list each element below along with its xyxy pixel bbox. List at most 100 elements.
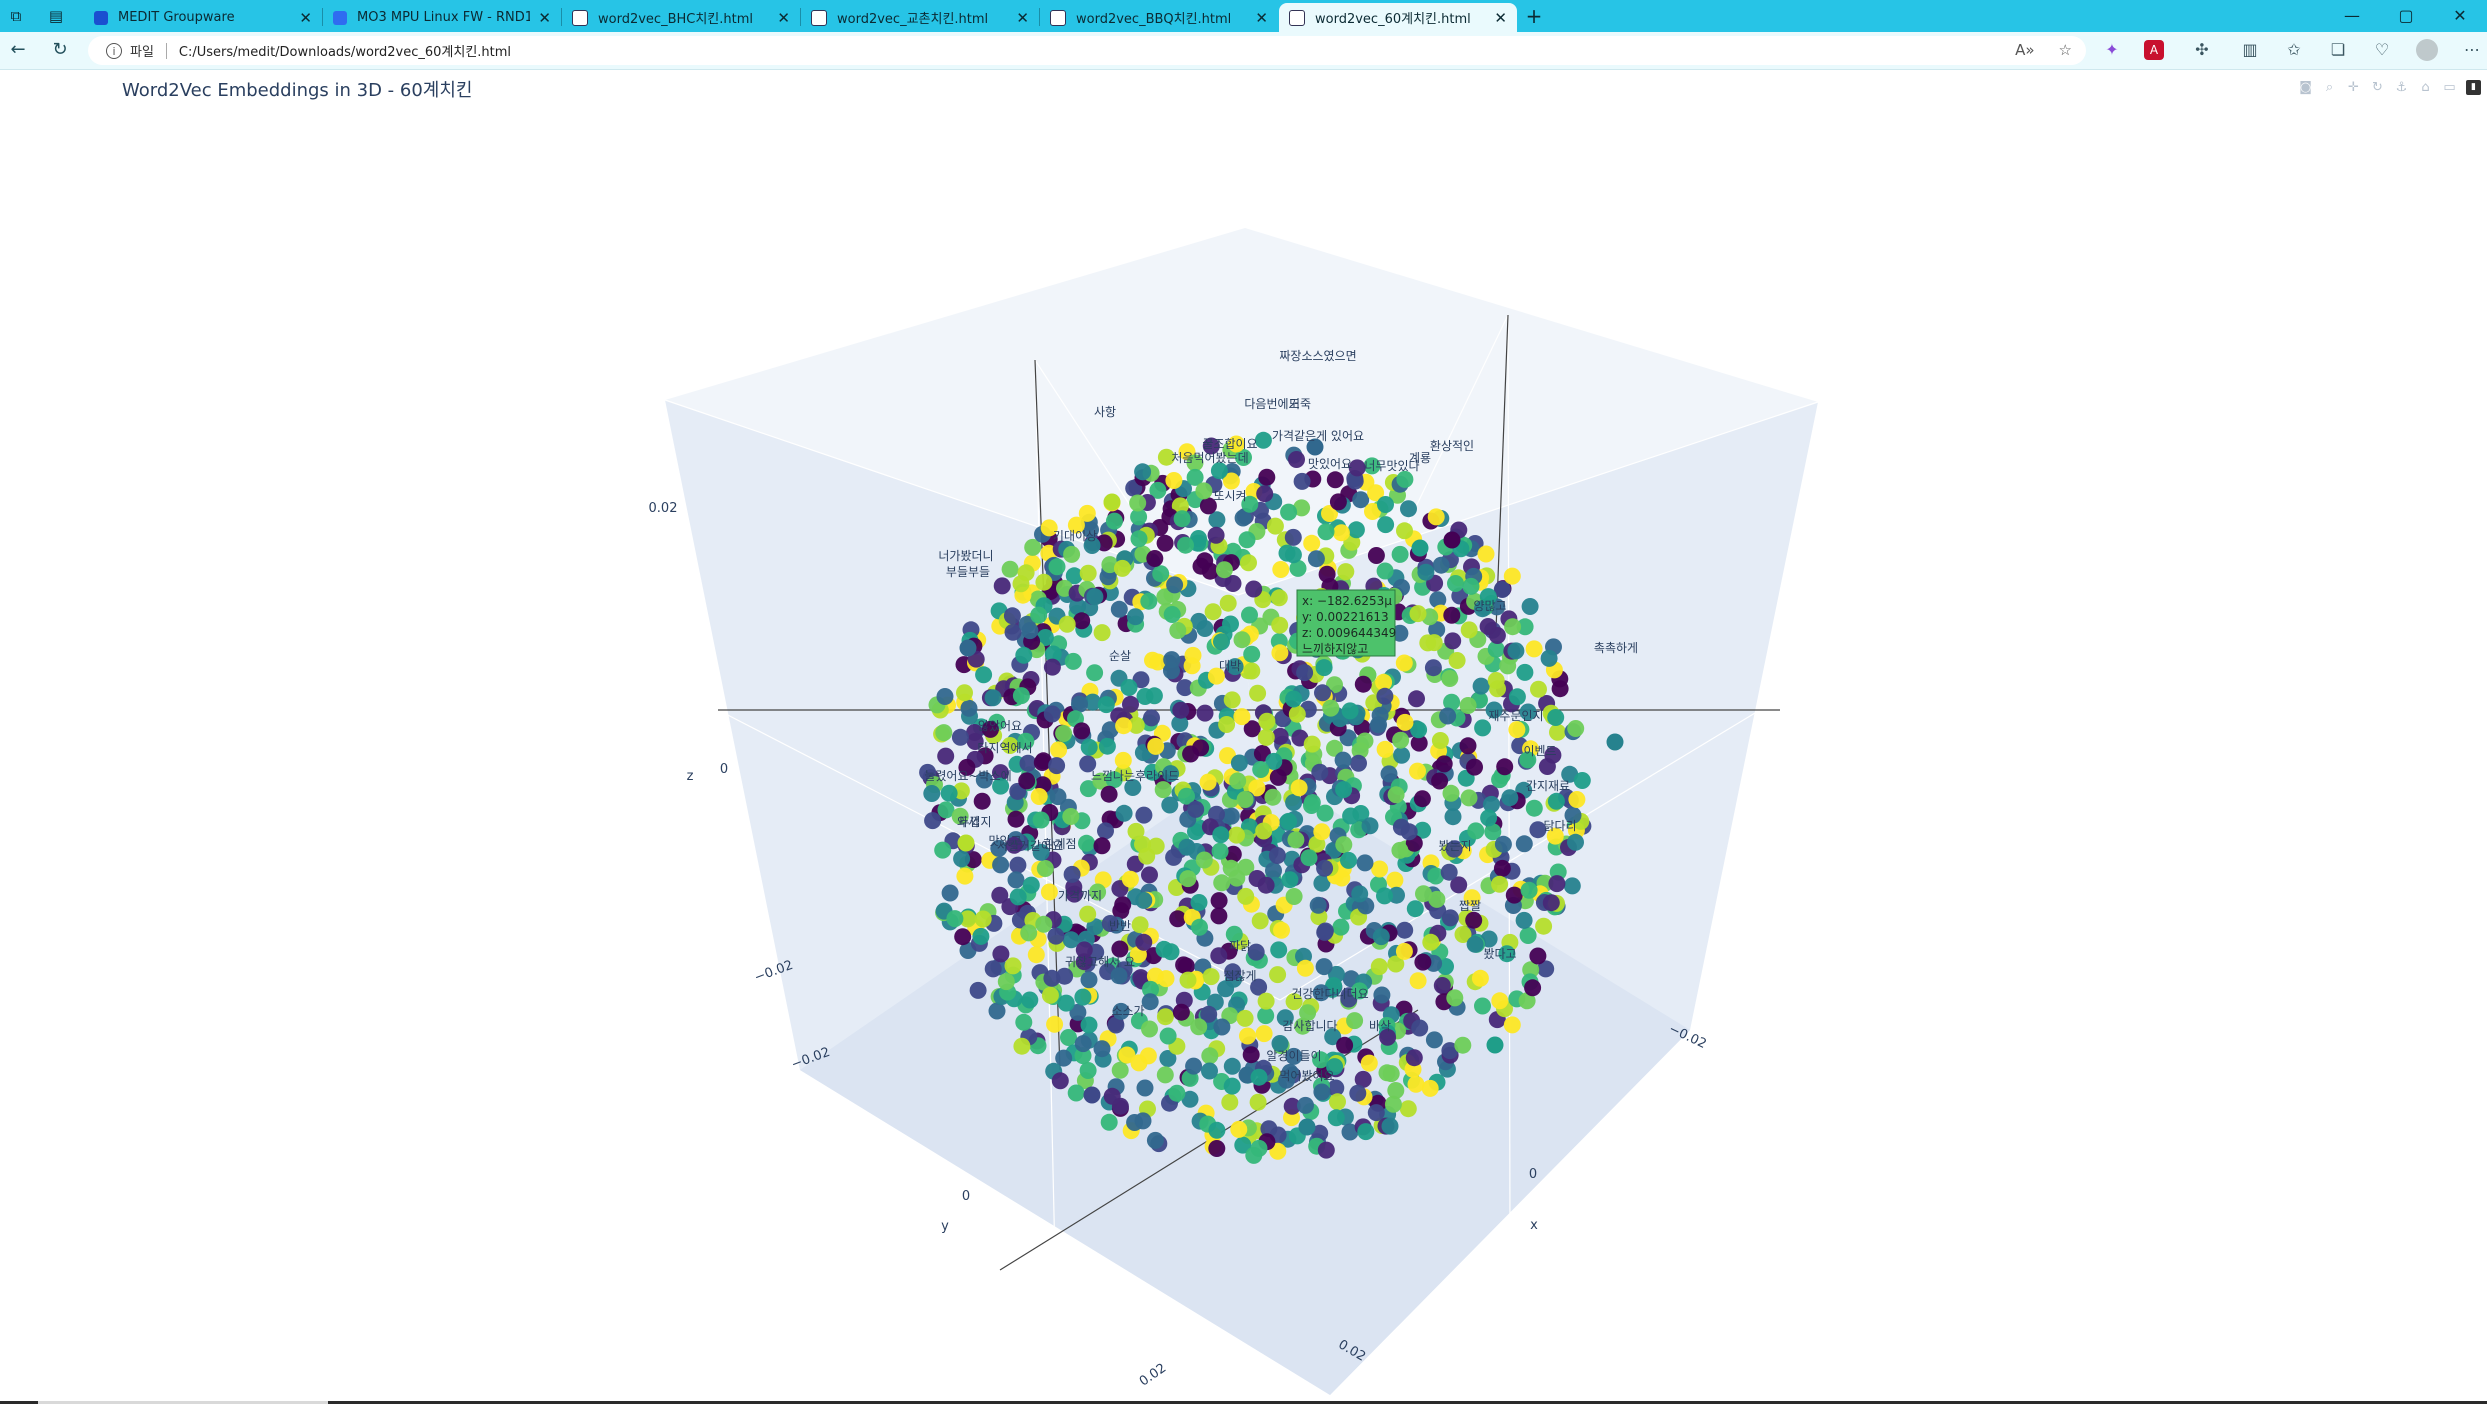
data-point xyxy=(1311,1124,1329,1142)
data-point xyxy=(1448,652,1466,669)
back-icon[interactable]: ← xyxy=(10,39,26,60)
data-point xyxy=(1236,791,1254,808)
tab-5-active[interactable]: word2vec_60계치킨.html ✕ xyxy=(1279,3,1517,32)
data-point xyxy=(1548,875,1566,893)
data-point xyxy=(1396,470,1414,488)
data-point xyxy=(1191,918,1208,936)
data-point xyxy=(1547,709,1565,726)
maximize-icon[interactable]: ▢ xyxy=(2398,6,2414,25)
data-point xyxy=(1379,1028,1397,1046)
data-point xyxy=(1115,804,1133,822)
data-point xyxy=(1376,687,1394,705)
data-point xyxy=(946,910,964,928)
camera-icon[interactable]: ◙ xyxy=(2299,80,2312,95)
data-point xyxy=(1022,876,1040,894)
data-point xyxy=(1411,1019,1429,1037)
refresh-icon[interactable]: ↻ xyxy=(52,39,68,60)
profile-avatar[interactable] xyxy=(2416,39,2438,61)
read-aloud-icon[interactable]: A» xyxy=(2015,41,2035,59)
workspaces-icon[interactable]: ⧉ xyxy=(10,7,22,25)
pan-icon[interactable]: ✛ xyxy=(2348,80,2359,95)
data-point xyxy=(1176,679,1194,697)
turntable-icon[interactable]: ⚓ xyxy=(2395,80,2408,95)
tab-close-icon[interactable]: ✕ xyxy=(777,8,790,27)
data-point xyxy=(1157,970,1175,988)
hover-icon[interactable]: ▭ xyxy=(2443,80,2456,95)
tab-3[interactable]: word2vec_교촌치킨.html ✕ xyxy=(801,3,1039,32)
data-point xyxy=(1069,598,1087,616)
data-point xyxy=(1254,431,1272,449)
orbit-icon[interactable]: ↻ xyxy=(2372,80,2383,95)
pdf-extension-icon[interactable]: A xyxy=(2144,40,2164,60)
point-label: 짜장소스였으면 xyxy=(1279,349,1356,363)
data-point xyxy=(1371,860,1389,878)
data-point xyxy=(1154,781,1172,799)
tab-favicon-icon xyxy=(811,9,827,26)
axis-panes xyxy=(665,228,1818,1395)
url-field[interactable]: i 파일 C:/Users/medit/Downloads/word2vec_6… xyxy=(88,36,2086,65)
tab-title: MEDIT Groupware xyxy=(118,10,235,25)
point-label: 먹어봤어요 xyxy=(1279,1069,1334,1083)
tab-close-icon[interactable]: ✕ xyxy=(1255,8,1268,27)
tab-close-icon[interactable]: ✕ xyxy=(1016,8,1029,27)
data-point xyxy=(934,841,952,859)
tab-0[interactable]: MEDIT Groupware ✕ xyxy=(84,3,322,32)
extension-feather-icon[interactable]: ✦ xyxy=(2105,40,2119,59)
collections-icon[interactable]: ❏ xyxy=(2330,40,2346,59)
taskbar-strip xyxy=(0,1401,2487,1404)
data-point xyxy=(1399,1100,1417,1118)
browser-essentials-icon[interactable]: ♡ xyxy=(2374,40,2390,59)
split-screen-icon[interactable]: ▥ xyxy=(2242,40,2258,59)
data-point xyxy=(1364,503,1381,520)
extensions-puzzle-icon[interactable]: ✣ xyxy=(2195,40,2209,59)
data-point xyxy=(1326,739,1343,757)
data-point xyxy=(1400,500,1417,518)
tab-actions-icon[interactable]: ▤ xyxy=(48,7,64,25)
tab-close-icon[interactable]: ✕ xyxy=(538,8,551,27)
data-point xyxy=(1136,1079,1154,1097)
data-point xyxy=(1147,737,1165,755)
data-point xyxy=(1370,958,1388,976)
data-point xyxy=(1074,1035,1092,1053)
tab-1[interactable]: MO3 MPU Linux FW - RND1 Res ✕ xyxy=(323,3,561,32)
zoom-icon[interactable]: ⌕ xyxy=(2325,80,2334,95)
tab-close-icon[interactable]: ✕ xyxy=(1494,8,1507,27)
data-point xyxy=(1388,886,1405,904)
data-point xyxy=(1508,688,1526,706)
data-point xyxy=(1568,791,1586,808)
data-point xyxy=(1080,1016,1098,1034)
point-label: 환상적인 xyxy=(1430,439,1474,453)
tab-2[interactable]: word2vec_BHC치킨.html ✕ xyxy=(562,3,800,32)
site-info-icon[interactable]: i xyxy=(106,42,122,59)
favorite-star-icon[interactable]: ☆ xyxy=(2058,41,2072,59)
data-point xyxy=(1033,754,1051,771)
data-point xyxy=(1529,821,1547,839)
home-icon[interactable]: ⌂ xyxy=(2421,80,2430,95)
tab-4[interactable]: word2vec_BBQ치킨.html ✕ xyxy=(1040,3,1278,32)
settings-more-icon[interactable]: ⋯ xyxy=(2464,40,2480,59)
data-point xyxy=(1056,967,1074,985)
close-window-icon[interactable]: ✕ xyxy=(2453,6,2467,25)
url-text[interactable]: C:/Users/medit/Downloads/word2vec_60계치킨.… xyxy=(178,45,512,60)
favorites-icon[interactable]: ✩ xyxy=(2287,40,2301,59)
plotly-logo-icon[interactable]: ▮ xyxy=(2466,80,2481,95)
data-point xyxy=(1004,957,1022,975)
data-point xyxy=(1321,505,1338,522)
data-point xyxy=(1212,826,1230,844)
new-tab-icon[interactable]: + xyxy=(1525,4,1543,28)
data-point xyxy=(1387,955,1405,973)
data-point xyxy=(1396,522,1413,540)
data-point xyxy=(1086,918,1104,936)
data-point xyxy=(1480,809,1498,827)
minimize-icon[interactable]: — xyxy=(2344,6,2360,25)
data-point xyxy=(1043,969,1061,987)
data-point xyxy=(1479,588,1497,606)
data-point xyxy=(1271,1035,1289,1052)
tab-close-icon[interactable]: ✕ xyxy=(299,8,312,27)
tab-strip: ⧉ ▤ MEDIT Groupware ✕ MO3 MPU Linux FW -… xyxy=(0,0,2487,32)
data-point xyxy=(1145,687,1163,705)
data-point xyxy=(935,724,953,742)
data-point xyxy=(1093,1040,1111,1058)
tab-title: word2vec_BBQ치킨.html xyxy=(1076,12,1232,27)
